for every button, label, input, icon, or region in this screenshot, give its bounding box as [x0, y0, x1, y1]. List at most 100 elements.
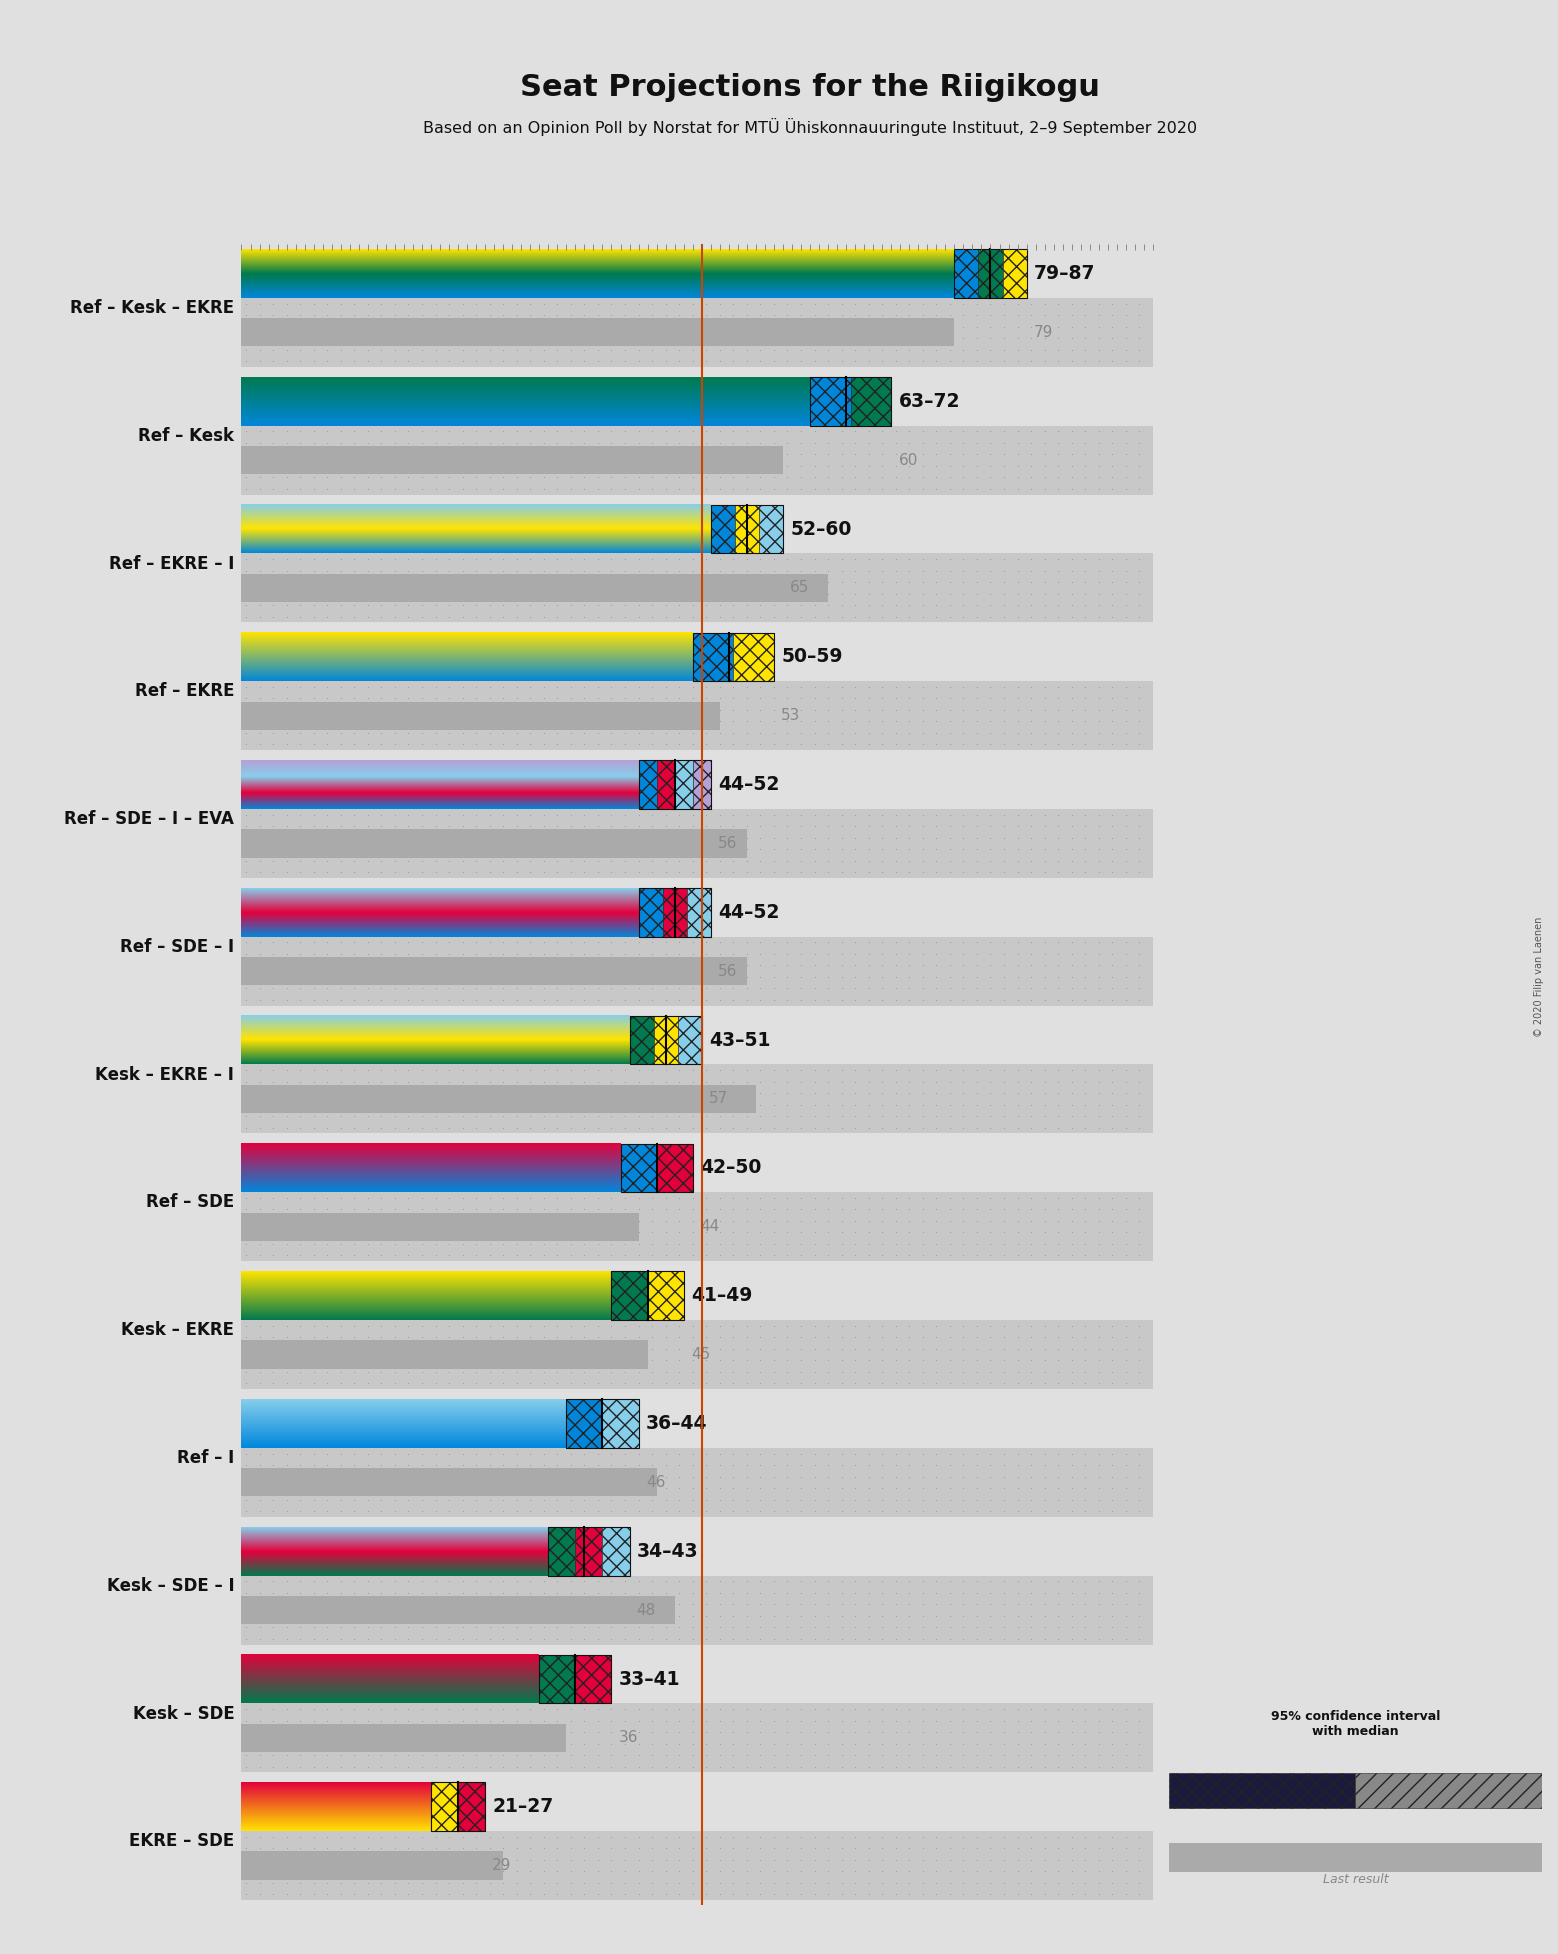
- Text: 45: 45: [690, 1346, 710, 1362]
- Bar: [710, 504, 784, 553]
- Bar: [241, 1831, 1153, 1899]
- Bar: [654, 1016, 678, 1065]
- Bar: [241, 1340, 648, 1368]
- Bar: [241, 1723, 567, 1753]
- Bar: [241, 1852, 503, 1880]
- Text: Kesk – EKRE: Kesk – EKRE: [122, 1321, 234, 1338]
- Text: Kesk – SDE: Kesk – SDE: [132, 1704, 234, 1723]
- Bar: [539, 1655, 611, 1704]
- Bar: [241, 701, 720, 729]
- Text: 46: 46: [645, 1475, 665, 1489]
- Text: Ref – EKRE: Ref – EKRE: [136, 682, 234, 700]
- Bar: [675, 760, 693, 809]
- Text: 79–87: 79–87: [1035, 264, 1095, 283]
- Bar: [611, 1272, 684, 1321]
- Text: 34–43: 34–43: [637, 1542, 698, 1561]
- Text: Kesk – SDE – I: Kesk – SDE – I: [106, 1577, 234, 1594]
- Bar: [241, 809, 1153, 877]
- Bar: [241, 1704, 1153, 1772]
- Bar: [955, 250, 1027, 297]
- Bar: [241, 426, 1153, 494]
- Bar: [241, 828, 746, 858]
- Text: Ref – Kesk – EKRE: Ref – Kesk – EKRE: [70, 299, 234, 317]
- Text: Based on an Opinion Poll by Norstat for MTÜ Ühiskonnauuringute Instituut, 2–9 Se: Based on an Opinion Poll by Norstat for …: [424, 117, 1197, 137]
- Text: 57: 57: [709, 1092, 728, 1106]
- Text: 41–49: 41–49: [690, 1286, 753, 1305]
- Bar: [241, 1065, 1153, 1133]
- Bar: [241, 682, 1153, 750]
- Bar: [241, 1084, 756, 1114]
- Bar: [241, 957, 746, 985]
- Bar: [810, 377, 851, 426]
- Bar: [241, 297, 1153, 367]
- Text: 44–52: 44–52: [718, 776, 779, 793]
- Bar: [575, 1526, 603, 1575]
- Text: 63–72: 63–72: [899, 393, 960, 410]
- Bar: [735, 504, 759, 553]
- Text: Ref – I: Ref – I: [178, 1450, 234, 1467]
- Bar: [241, 1467, 656, 1497]
- Bar: [639, 889, 710, 936]
- Bar: [693, 633, 774, 682]
- Text: 60: 60: [899, 453, 918, 467]
- Bar: [241, 574, 827, 602]
- Bar: [678, 1016, 701, 1065]
- Text: 56: 56: [718, 963, 737, 979]
- Bar: [241, 1213, 639, 1241]
- Text: Seat Projections for the Riigikogu: Seat Projections for the Riigikogu: [520, 74, 1100, 102]
- Bar: [810, 377, 891, 426]
- Bar: [759, 504, 784, 553]
- Bar: [1002, 250, 1027, 297]
- Bar: [603, 1526, 629, 1575]
- Text: 53: 53: [781, 707, 801, 723]
- Bar: [687, 889, 710, 936]
- Bar: [567, 1399, 639, 1448]
- Bar: [603, 1399, 639, 1448]
- Bar: [620, 1143, 656, 1192]
- Bar: [241, 1596, 675, 1624]
- Text: Ref – SDE: Ref – SDE: [146, 1194, 234, 1211]
- Bar: [639, 760, 710, 809]
- Bar: [978, 250, 1002, 297]
- Text: 65: 65: [790, 580, 810, 596]
- Bar: [432, 1782, 485, 1831]
- Bar: [1168, 1772, 1355, 1807]
- Bar: [539, 1655, 575, 1704]
- Text: EKRE – SDE: EKRE – SDE: [129, 1833, 234, 1850]
- Text: 48: 48: [637, 1602, 656, 1618]
- Bar: [1355, 1772, 1542, 1807]
- Bar: [648, 1272, 684, 1321]
- Bar: [620, 1143, 693, 1192]
- Text: 43–51: 43–51: [709, 1030, 770, 1049]
- Bar: [241, 319, 955, 346]
- Bar: [639, 760, 656, 809]
- Bar: [241, 1575, 1153, 1645]
- Bar: [241, 1192, 1153, 1260]
- Text: © 2020 Filip van Laenen: © 2020 Filip van Laenen: [1535, 916, 1544, 1038]
- Bar: [710, 504, 735, 553]
- Bar: [955, 250, 978, 297]
- Bar: [548, 1526, 575, 1575]
- Text: 44: 44: [700, 1219, 720, 1235]
- Bar: [629, 1016, 701, 1065]
- Bar: [662, 889, 687, 936]
- Text: Last result: Last result: [1323, 1872, 1388, 1886]
- Bar: [629, 1016, 654, 1065]
- Bar: [851, 377, 891, 426]
- Bar: [458, 1782, 485, 1831]
- Text: 33–41: 33–41: [619, 1669, 681, 1688]
- Bar: [734, 633, 774, 682]
- Text: 79: 79: [1035, 324, 1053, 340]
- Bar: [241, 1321, 1153, 1389]
- Bar: [241, 553, 1153, 623]
- Text: Ref – Kesk: Ref – Kesk: [139, 426, 234, 446]
- Text: Ref – SDE – I – EVA: Ref – SDE – I – EVA: [64, 811, 234, 828]
- Bar: [1168, 1843, 1542, 1872]
- Text: Ref – EKRE – I: Ref – EKRE – I: [109, 555, 234, 573]
- Text: 56: 56: [718, 836, 737, 850]
- Text: 36: 36: [619, 1731, 639, 1745]
- Bar: [567, 1399, 603, 1448]
- Bar: [693, 760, 710, 809]
- Bar: [611, 1272, 648, 1321]
- Bar: [548, 1526, 629, 1575]
